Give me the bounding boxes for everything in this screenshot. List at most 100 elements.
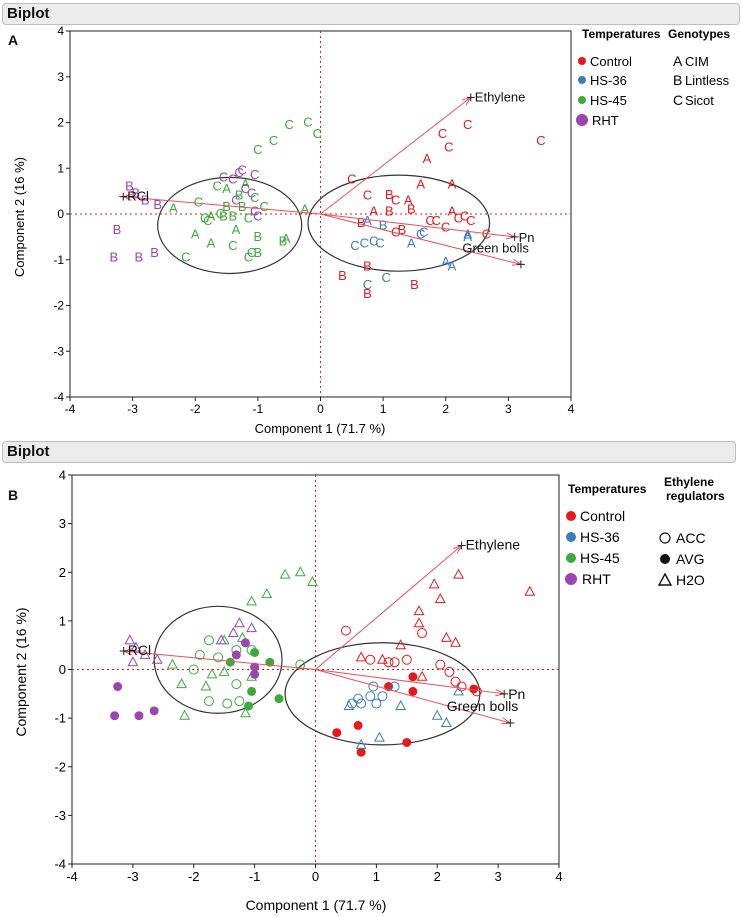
panel-a-point-control: A <box>404 192 413 207</box>
panel-a-point-control: C <box>363 188 372 203</box>
panel-a-point-hs-45: C <box>194 195 203 210</box>
panel-b-plot: -4 -3 -2 -1 0 1 2 3 4 -4 -3 -2 -1 0 1 2 3 4 Ethylene PnGree… <box>54 468 562 884</box>
panel-a-confidence-ellipse-2 <box>307 174 491 272</box>
panel-b-point-hs-36 <box>395 699 407 710</box>
legend-sicot-label: Sicot <box>685 93 714 108</box>
panel-a-point-hs-45: A <box>169 201 178 216</box>
panel-b-point-hs-45 <box>274 694 284 704</box>
panel-a-ytick-label: 4 <box>57 24 64 38</box>
panel-b-vector-ethylene-label: Ethylene <box>466 537 521 553</box>
panel-b-point-rht <box>151 653 163 664</box>
panel-b-point-hs-36 <box>355 738 367 749</box>
legend-b-acc-marker <box>659 532 671 544</box>
panel-a-point-control: C <box>454 211 463 226</box>
panel-a-point-hs-36: A <box>463 229 472 244</box>
panel-b-point-hs-36 <box>440 716 452 727</box>
panel-b-xtick-label: 2 <box>434 869 441 884</box>
legend-title-temperatures: Temperatures <box>582 27 661 41</box>
panel-b-point-hs-45 <box>246 595 258 606</box>
panel-a-xtick-label: -3 <box>127 402 138 416</box>
panel-a-point-hs-45: C <box>181 249 190 264</box>
panel-a-point-control: B <box>363 286 372 301</box>
panel-a-point-control: A <box>369 204 378 219</box>
panel-b-point-control <box>524 585 536 596</box>
panel-a-ylabel: Component 2 (16 %) <box>12 157 27 277</box>
panel-a-point-control: A <box>423 151 432 166</box>
panel-b-vector-green-bolls-tip <box>506 718 515 727</box>
panel-a-point-hs-45: A <box>301 201 310 216</box>
panel-b-point-control <box>450 676 461 687</box>
panel-a-xtick-label: -2 <box>190 402 201 416</box>
panel-a-point-hs-45: A <box>207 208 216 223</box>
panel-a-point-hs-45: C <box>284 117 293 132</box>
panel-a-point-hs-36: A <box>448 259 457 274</box>
panel-a-point-control: A <box>448 204 457 219</box>
panel-b-point-control <box>340 625 351 636</box>
legend-b-avg-marker <box>660 554 670 564</box>
panel-b-xtick-label: -4 <box>66 869 78 884</box>
panel-a-ytick-label: -4 <box>53 390 64 404</box>
panel-b-point-control <box>416 670 428 681</box>
legend-b-rht-marker <box>565 573 577 585</box>
panel-a-point-control: C <box>391 192 400 207</box>
panel-a-vector-green-bolls-label: Green bolls <box>462 240 529 255</box>
panel-a-point-hs-45: B <box>228 208 237 223</box>
legend-b-hs45-marker <box>566 553 576 563</box>
panel-a-point-hs-36: A <box>407 236 416 251</box>
panel-a-point-hs-45: A <box>241 176 250 191</box>
panel-a-point-hs-45: A <box>282 231 291 246</box>
legend-sicot-mark: C <box>673 92 683 108</box>
panel-a-point-hs-36: A <box>363 213 372 228</box>
panel-b-ytick-label: -4 <box>54 857 66 872</box>
panel-a-xtick-label: -1 <box>253 402 264 416</box>
panel-b-point-rht <box>127 656 139 667</box>
panel-b-vector-rcl-label: RCl <box>128 642 151 658</box>
panel-b-point-hs-45 <box>203 696 214 707</box>
panel-a-point-hs-45: C <box>303 115 312 130</box>
panel-b-point-hs-45 <box>222 698 233 709</box>
panel-b-xtick-label: 4 <box>555 869 562 884</box>
panel-a-point-hs-45: C <box>244 249 253 264</box>
panel-b-vector-rcl-tip <box>119 647 128 656</box>
legend-b-control-marker <box>566 511 576 521</box>
panel-a-point-rht: C <box>238 163 247 178</box>
panel-b-point-control <box>440 631 452 642</box>
panel-a-point-rht: B <box>150 245 159 260</box>
legend-b-control-label: Control <box>580 508 625 524</box>
panel-a-point-rht: B <box>135 249 144 264</box>
panel-b-vector-ethylene <box>315 545 462 670</box>
panel-a-vector-rcl-tip <box>119 192 128 201</box>
panel-b-vector-green-bolls <box>315 669 511 724</box>
panel-a-point-rht: C <box>250 167 259 182</box>
panel-a-point-rht: B <box>125 179 134 194</box>
panel-b-point-hs-45 <box>294 566 306 577</box>
panel-a-point-hs-45: C <box>269 133 278 148</box>
panel-b-point-hs-45 <box>213 652 224 663</box>
panel-b-point-control <box>413 617 425 628</box>
panel-b-point-hs-36 <box>373 731 385 742</box>
panel-b-point-rht <box>231 650 241 660</box>
panel-b-point-control <box>389 657 400 668</box>
panel-a-confidence-ellipse-1 <box>157 176 303 275</box>
legend-b-rht-label: RHT <box>582 571 611 587</box>
panel-a-point-hs-45: C <box>247 245 256 260</box>
legend-hs45-label: HS-45 <box>590 93 627 108</box>
panel-a-point-hs-45: C <box>203 213 212 228</box>
panel-a-point-control: C <box>466 213 475 228</box>
panel-a-point-hs-36: C <box>375 236 384 251</box>
panel-b-point-hs-45 <box>261 588 273 599</box>
panel-a-point-rht: C <box>247 185 256 200</box>
panel-b-point-hs-36 <box>356 698 367 709</box>
panel-a-point-hs-36: C <box>369 233 378 248</box>
legend-b-hs36-label: HS-36 <box>580 529 620 545</box>
legend-b-acc-label: ACC <box>676 530 706 546</box>
panel-a-vector-ethylene-label: Ethylene <box>475 89 526 104</box>
panel-a-vector-pn-tip <box>510 232 519 241</box>
panel-b-xtick-label: 0 <box>312 869 319 884</box>
panel-a-point-rht: B <box>131 185 140 200</box>
panel-a-point-hs-45: C <box>244 211 253 226</box>
panel-b-confidence-ellipse-2 <box>284 642 481 746</box>
panel-b-point-control <box>453 568 464 579</box>
